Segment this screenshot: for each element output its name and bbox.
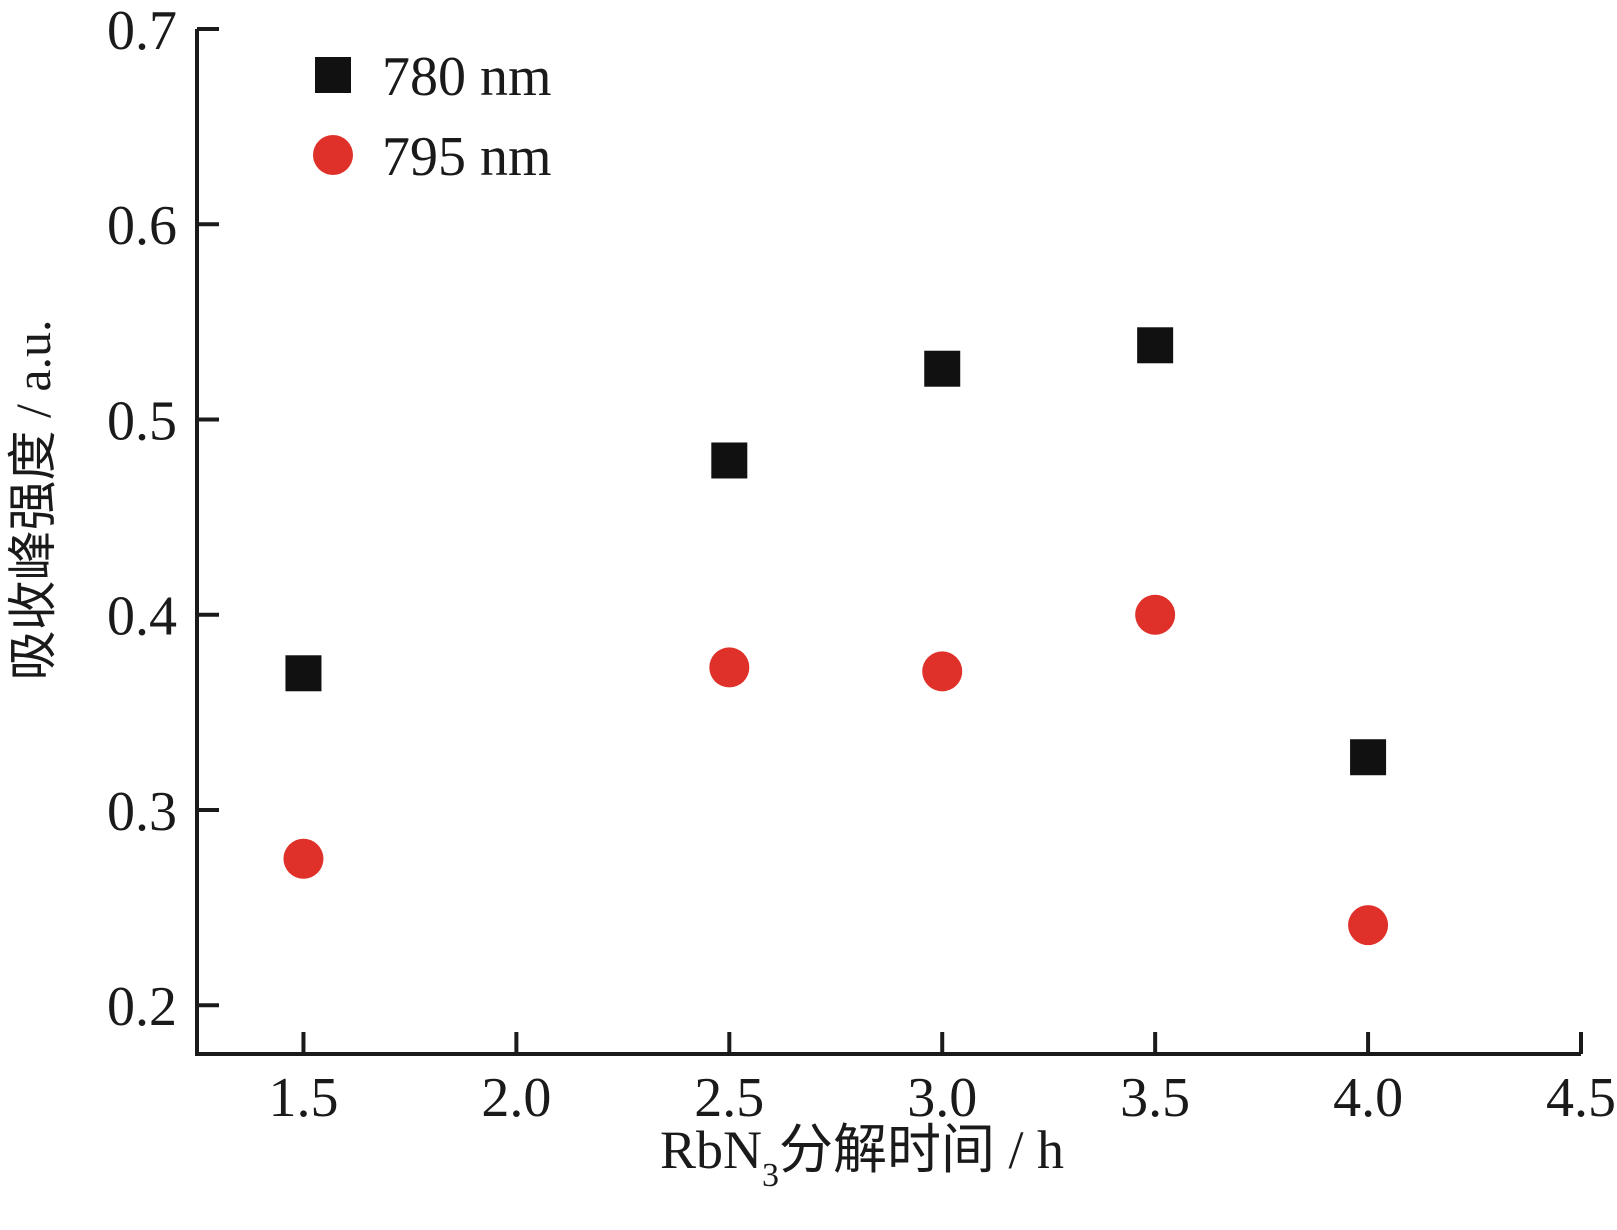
y-tick-label: 0.7 (107, 0, 177, 62)
legend-label: 780 nm (382, 46, 552, 108)
axes (195, 29, 1581, 1056)
x-tick-label: 3.0 (907, 1067, 977, 1129)
data-point-780nm (1350, 739, 1387, 776)
tick-marks: 0.2 0.3 0.4 0.5 0.6 0.7 1.5 2.0 2.5 3.0 3.5 4.0 4.5 (107, 0, 1616, 1129)
legend-marker-square (315, 57, 351, 93)
data-point-780nm (924, 350, 961, 387)
data-points (283, 327, 1389, 946)
x-tick-label: 2.0 (481, 1067, 551, 1129)
y-tick-label: 0.3 (107, 781, 177, 843)
legend-marker-circle (313, 135, 353, 175)
data-point-795nm (1135, 594, 1176, 635)
data-point-795nm (709, 647, 750, 688)
x-tick-label: 1.5 (268, 1067, 338, 1129)
y-tick-label: 0.4 (107, 586, 177, 648)
x-tick-label: 3.5 (1120, 1067, 1190, 1129)
data-point-780nm (711, 442, 748, 479)
legend: 780 nm 795 nm (313, 46, 552, 188)
data-point-795nm (1348, 905, 1389, 946)
x-tick-label: 4.0 (1333, 1067, 1403, 1129)
x-tick-label: 2.5 (694, 1067, 764, 1129)
y-tick-label: 0.6 (107, 195, 177, 257)
data-point-780nm (285, 655, 322, 692)
data-point-795nm (283, 838, 324, 879)
y-tick-label: 0.5 (107, 390, 177, 452)
data-point-780nm (1137, 327, 1174, 364)
data-point-795nm (922, 651, 963, 692)
x-axis-label: RbN3分解时间 / h (660, 1120, 1064, 1194)
y-axis-label: 吸收峰强度 / a.u. (5, 319, 61, 680)
y-tick-label: 0.2 (107, 976, 177, 1038)
x-tick-label: 4.5 (1546, 1067, 1616, 1129)
legend-label: 795 nm (382, 126, 552, 188)
